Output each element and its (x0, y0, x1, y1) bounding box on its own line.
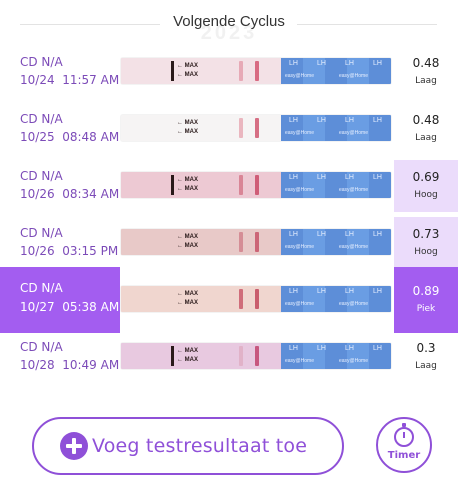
test-line (239, 232, 243, 252)
lh-ratio-value: 0.48 (412, 56, 440, 70)
test-date-cell: CD N/A 10/24 11:57 AM (0, 46, 120, 98)
lh-level-label: Piek (416, 304, 436, 314)
test-line (239, 346, 243, 366)
test-strip-image: ← MAX ← MAX LH LH LH LH easy@Home easy@Home (121, 286, 391, 312)
control-line (255, 61, 259, 81)
lh-ratio-cell: 0.89 Piek (394, 267, 458, 333)
max-line-marker: ← MAX ← MAX (171, 175, 199, 195)
cycle-day-label: CD N/A (20, 169, 63, 183)
add-test-result-label: Voeg testresultaat toe (92, 435, 308, 457)
test-result-row[interactable]: CD N/A 10/26 03:15 PM ← MAX ← MAX LH LH LH LH ea… (0, 217, 458, 269)
lh-ratio-value: 0.69 (412, 170, 440, 184)
test-date-cell: CD N/A 10/27 05:38 AM (0, 267, 120, 333)
cycle-day-label: CD N/A (20, 281, 63, 295)
test-line (239, 61, 243, 81)
max-line-marker: ← MAX ← MAX (177, 120, 198, 135)
lh-ratio-cell: 0.69 Hoog (394, 160, 458, 212)
lh-level-label: Hoog (414, 247, 438, 257)
strip-handle: LH LH LH LH easy@Home easy@Home (281, 286, 391, 312)
test-strip-image: ← MAX ← MAX LH LH LH LH easy@Home easy@Home (121, 229, 391, 255)
test-datetime: 10/26 03:15 PM (20, 244, 119, 258)
lh-ratio-cell: 0.48 Laag (394, 103, 458, 155)
test-datetime: 10/27 05:38 AM (20, 300, 120, 314)
lh-level-label: Hoog (414, 190, 438, 200)
add-test-result-button[interactable]: Voeg testresultaat toe (32, 417, 344, 475)
test-result-row[interactable]: CD N/A 10/25 08:48 AM ← MAX ← MAX LH LH LH LH ea… (0, 103, 458, 155)
strip-handle: LH LH LH LH easy@Home easy@Home (281, 115, 391, 141)
header-title: Volgende Cyclus (173, 13, 285, 30)
control-line (255, 232, 259, 252)
timer-label: Timer (387, 450, 421, 461)
test-line (239, 289, 243, 309)
lh-ratio-cell: 0.48 Laag (394, 46, 458, 98)
test-result-row[interactable]: CD N/A 10/27 05:38 AM ← MAX ← MAX LH LH LH LH ea… (0, 267, 458, 333)
max-line-marker: ← MAX ← MAX (177, 291, 198, 306)
lh-ratio-value: 0.48 (412, 113, 440, 127)
test-date-cell: CD N/A 10/26 03:15 PM (0, 217, 120, 269)
test-datetime: 10/25 08:48 AM (20, 130, 120, 144)
lh-ratio-value: 0.73 (412, 227, 440, 241)
lh-level-label: Laag (415, 133, 437, 143)
test-datetime: 10/28 10:49 AM (20, 358, 120, 372)
strip-handle: LH LH LH LH easy@Home easy@Home (281, 172, 391, 198)
cycle-day-label: CD N/A (20, 112, 63, 126)
test-result-row[interactable]: CD N/A 10/24 11:57 AM ← MAX ← MAX LH LH LH LH ea… (0, 46, 458, 98)
max-line-marker: ← MAX ← MAX (171, 346, 199, 366)
cycle-day-label: CD N/A (20, 226, 63, 240)
test-date-cell: CD N/A 10/25 08:48 AM (0, 103, 120, 155)
control-line (255, 175, 259, 195)
test-result-row[interactable]: CD N/A 10/26 08:34 AM ← MAX ← MAX LH LH LH LH ea… (0, 160, 458, 212)
test-line (239, 175, 243, 195)
test-result-row[interactable]: CD N/A 10/28 10:49 AM ← MAX ← MAX LH LH LH LH ea… (0, 331, 458, 383)
strip-handle: LH LH LH LH easy@Home easy@Home (281, 229, 391, 255)
stopwatch-icon (394, 423, 414, 447)
plus-circle-icon (60, 432, 88, 460)
lh-ratio-value: 0.3 (416, 341, 436, 355)
test-strip-image: ← MAX ← MAX LH LH LH LH easy@Home easy@Home (121, 115, 391, 141)
cycle-header: 2023 Volgende Cyclus (0, 0, 458, 46)
test-strip-image: ← MAX ← MAX LH LH LH LH easy@Home easy@Home (121, 172, 391, 198)
header-divider-left (20, 24, 160, 25)
strip-handle: LH LH LH LH easy@Home easy@Home (281, 58, 391, 84)
lh-ratio-cell: 0.73 Hoog (394, 217, 458, 269)
timer-button[interactable]: Timer (376, 417, 432, 473)
lh-ratio-value: 0.89 (412, 284, 440, 298)
test-datetime: 10/24 11:57 AM (20, 73, 120, 87)
control-line (255, 118, 259, 138)
test-date-cell: CD N/A 10/26 08:34 AM (0, 160, 120, 212)
max-line-marker: ← MAX ← MAX (177, 234, 198, 249)
header-divider-right (297, 24, 437, 25)
test-strip-image: ← MAX ← MAX LH LH LH LH easy@Home easy@Home (121, 343, 391, 369)
lh-level-label: Laag (415, 76, 437, 86)
control-line (255, 289, 259, 309)
test-strip-image: ← MAX ← MAX LH LH LH LH easy@Home easy@Home (121, 58, 391, 84)
control-line (255, 346, 259, 366)
test-datetime: 10/26 08:34 AM (20, 187, 120, 201)
max-line-marker: ← MAX ← MAX (171, 61, 199, 81)
lh-ratio-cell: 0.3 Laag (394, 331, 458, 383)
cycle-day-label: CD N/A (20, 340, 63, 354)
strip-handle: LH LH LH LH easy@Home easy@Home (281, 343, 391, 369)
cycle-day-label: CD N/A (20, 55, 63, 69)
test-line (239, 118, 243, 138)
header-watermark: 2023 (200, 22, 258, 44)
test-date-cell: CD N/A 10/28 10:49 AM (0, 331, 120, 383)
lh-level-label: Laag (415, 361, 437, 371)
